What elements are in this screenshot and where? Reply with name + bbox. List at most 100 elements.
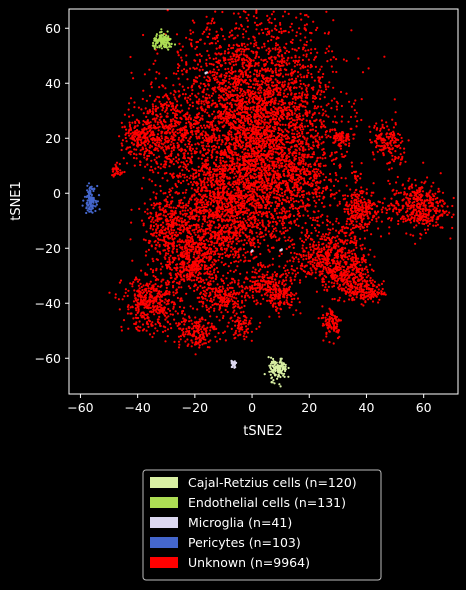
data-point (350, 161, 353, 164)
data-point (297, 163, 300, 166)
data-point (156, 52, 159, 55)
data-point (158, 86, 161, 89)
data-point (301, 132, 304, 135)
data-point (307, 204, 310, 207)
data-point (280, 58, 284, 61)
data-point (266, 14, 269, 17)
data-point (280, 100, 283, 103)
data-point (238, 27, 241, 30)
data-point (306, 102, 309, 105)
data-point (237, 144, 240, 147)
data-point (334, 151, 337, 154)
data-point (130, 71, 133, 74)
data-point (209, 71, 212, 74)
data-point (304, 100, 307, 103)
data-point (355, 125, 358, 128)
data-point (222, 56, 225, 59)
data-point (223, 124, 226, 127)
data-point (242, 53, 245, 56)
data-point (194, 182, 197, 185)
data-point (252, 124, 255, 127)
data-point (300, 18, 303, 21)
data-point (261, 99, 264, 103)
data-point (185, 159, 188, 163)
data-point (184, 97, 187, 100)
data-point (296, 177, 300, 180)
data-point (192, 31, 195, 34)
data-point (247, 68, 250, 71)
data-point (208, 166, 212, 169)
data-point (279, 151, 282, 154)
data-point (314, 205, 317, 208)
data-point (287, 82, 290, 85)
data-point (257, 129, 260, 132)
data-point (218, 85, 221, 88)
data-point (206, 26, 209, 29)
data-point (261, 213, 265, 216)
data-point (324, 85, 327, 88)
data-point (253, 92, 256, 96)
data-point (223, 202, 226, 205)
data-point (223, 161, 227, 164)
data-point (251, 201, 254, 204)
data-point (256, 224, 259, 227)
data-point (242, 213, 245, 216)
data-point (212, 68, 215, 71)
data-point (183, 212, 187, 215)
data-point (254, 125, 257, 128)
data-point (298, 281, 302, 284)
data-point (241, 200, 244, 203)
data-point (154, 219, 157, 222)
data-point (267, 207, 271, 210)
data-point (322, 151, 326, 154)
data-point (188, 198, 192, 201)
data-point (248, 58, 252, 61)
data-point (293, 221, 296, 224)
data-point (202, 197, 205, 200)
data-point (157, 96, 161, 99)
data-point (226, 87, 229, 90)
data-point (230, 246, 233, 249)
data-point (228, 142, 231, 145)
data-point (208, 76, 211, 79)
data-point (243, 124, 246, 127)
data-point (245, 179, 248, 183)
data-point (252, 108, 255, 111)
data-point (260, 91, 263, 94)
data-point (315, 107, 318, 110)
data-point (341, 115, 344, 118)
data-point (321, 75, 324, 79)
data-point (229, 171, 232, 174)
data-point (307, 143, 310, 146)
data-point (230, 195, 233, 198)
data-point (195, 211, 198, 214)
data-point (248, 152, 251, 155)
data-point (207, 179, 210, 182)
data-point (262, 194, 265, 198)
data-point (189, 135, 192, 139)
data-point (120, 121, 123, 124)
data-point (232, 44, 235, 47)
data-point (261, 166, 264, 169)
data-point (309, 176, 312, 179)
data-point (240, 83, 243, 86)
data-point (286, 197, 289, 200)
data-point (255, 211, 258, 214)
data-point (320, 65, 323, 68)
data-point (315, 28, 318, 32)
data-point (250, 64, 253, 67)
data-point (240, 181, 243, 184)
data-point (285, 247, 288, 250)
data-point (214, 101, 217, 105)
data-point (269, 49, 272, 52)
data-point (313, 79, 316, 82)
data-point (300, 231, 303, 234)
data-point (249, 123, 252, 126)
data-point (285, 129, 289, 133)
data-point (227, 90, 231, 93)
data-point (236, 227, 239, 230)
data-point (230, 250, 233, 253)
data-point (201, 68, 204, 71)
data-point (264, 68, 267, 71)
data-point (288, 236, 291, 239)
